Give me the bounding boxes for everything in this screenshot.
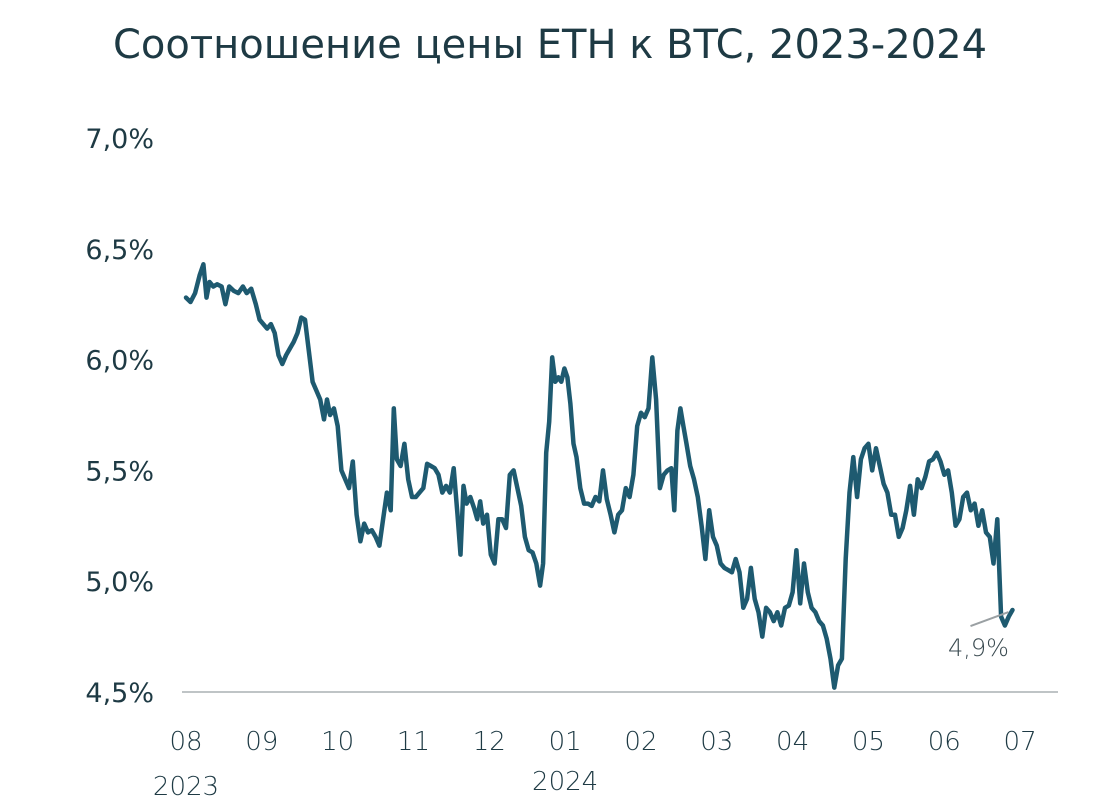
x-tick-label: 09 [245, 727, 278, 757]
y-tick-label: 5,0% [85, 567, 154, 598]
x-tick-label: 01 [549, 727, 582, 757]
y-tick-label: 7,0% [85, 124, 154, 155]
y-tick-label: 6,5% [85, 235, 154, 266]
x-tick-label: 06 [928, 727, 961, 757]
x-tick-label: 10 [321, 727, 354, 757]
annotation-leader-line [970, 611, 1009, 627]
x-tick-label: 08 [169, 727, 202, 757]
x-tick-label: 05 [852, 727, 885, 757]
x-tick-label: 04 [776, 727, 809, 757]
y-tick-label: 6,0% [85, 346, 154, 377]
x-tick-label: 03 [700, 727, 733, 757]
year-label: 2024 [532, 767, 598, 797]
y-tick-label: 4,5% [85, 678, 154, 709]
y-tick-label: 5,5% [85, 456, 154, 487]
x-tick-label: 02 [624, 727, 657, 757]
chart-title: Соотношение цены ETH к BTC, 2023-2024 [112, 22, 988, 68]
last-value-annotation: 4,9% [948, 634, 1009, 662]
x-tick-label: 11 [397, 727, 430, 757]
x-tick-label: 12 [473, 727, 506, 757]
x-tick-label: 07 [1004, 727, 1037, 757]
series-line [183, 262, 1015, 690]
year-label: 2023 [153, 772, 219, 799]
